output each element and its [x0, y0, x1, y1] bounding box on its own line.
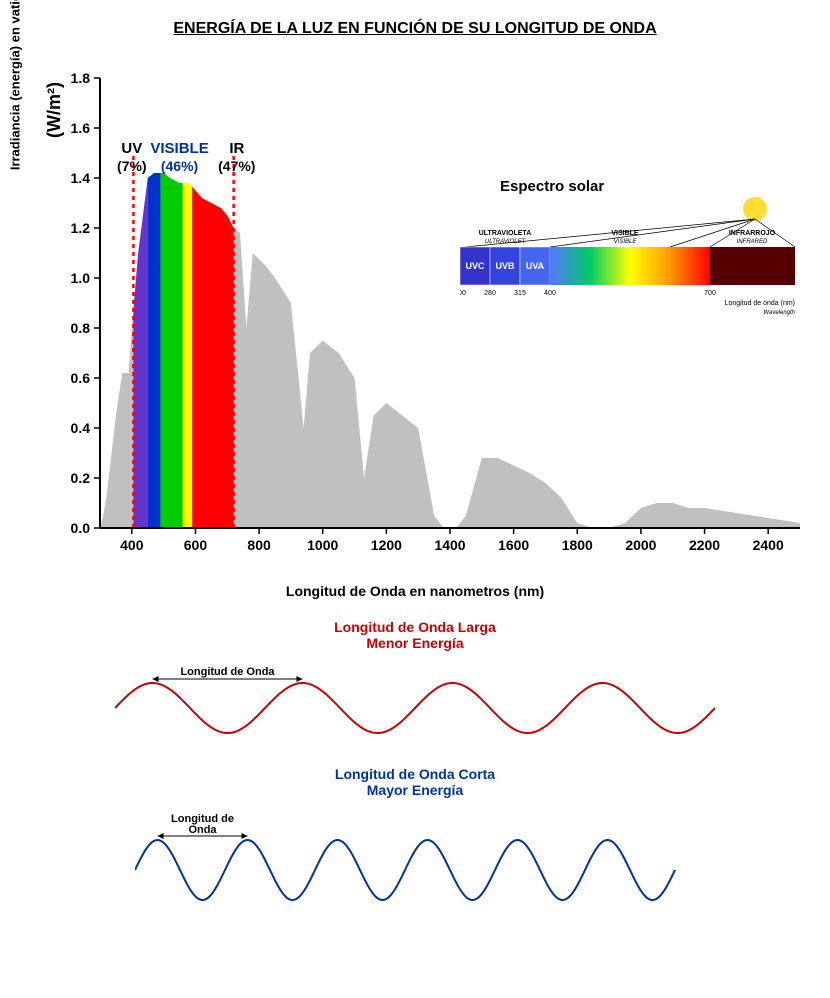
- svg-text:UVA: UVA: [526, 261, 545, 271]
- inset-svg: ULTRAVIOLETA ULTRAVIOLET VISIBLE VISIBLE INF…: [460, 197, 800, 327]
- svg-text:280: 280: [484, 290, 496, 297]
- svg-text:600: 600: [184, 537, 208, 553]
- svg-text:Longitud de onda (nm): Longitud de onda (nm): [725, 300, 795, 307]
- svg-text:INFRARROJO: INFRARROJO: [729, 230, 776, 237]
- short-wave-svg: Longitud deOnda: [135, 798, 695, 908]
- svg-text:1000: 1000: [307, 537, 338, 553]
- long-wave-title2: Menor Energía: [10, 635, 820, 651]
- svg-text:VISIBLE: VISIBLE: [614, 239, 638, 245]
- svg-text:UVC: UVC: [465, 261, 485, 271]
- svg-text:400: 400: [120, 537, 144, 553]
- inset-title: Espectro solar: [460, 178, 800, 195]
- svg-text:1200: 1200: [371, 537, 402, 553]
- svg-text:100: 100: [460, 290, 466, 297]
- svg-text:1400: 1400: [434, 537, 465, 553]
- svg-text:Onda: Onda: [188, 824, 217, 836]
- svg-text:315: 315: [514, 290, 526, 297]
- svg-text:UVB: UVB: [495, 261, 515, 271]
- long-wave-section: Longitud de Onda Larga Menor Energía Lon…: [10, 619, 820, 746]
- svg-text:(47%): (47%): [218, 158, 255, 174]
- svg-text:1.2: 1.2: [71, 220, 91, 236]
- svg-text:IR: IR: [229, 140, 244, 157]
- svg-text:2000: 2000: [625, 537, 656, 553]
- svg-text:UV: UV: [121, 140, 142, 157]
- svg-text:0.6: 0.6: [71, 370, 91, 386]
- short-wave-title1: Longitud de Onda Corta: [10, 766, 820, 782]
- short-wave-title2: Mayor Energía: [10, 782, 820, 798]
- svg-text:0.0: 0.0: [71, 520, 91, 536]
- svg-text:ULTRAVIOLETA: ULTRAVIOLETA: [479, 230, 532, 237]
- svg-text:400: 400: [544, 290, 556, 297]
- svg-text:1.4: 1.4: [71, 170, 91, 186]
- svg-text:1.8: 1.8: [71, 70, 91, 86]
- svg-text:(7%): (7%): [117, 158, 147, 174]
- irradiance-chart: Irradiancia (energía) en vatios por metr…: [20, 58, 820, 578]
- svg-text:(46%): (46%): [161, 158, 198, 174]
- svg-text:(W/m²): (W/m²): [44, 82, 64, 138]
- svg-text:700: 700: [704, 290, 716, 297]
- svg-text:2200: 2200: [689, 537, 720, 553]
- svg-text:1800: 1800: [562, 537, 593, 553]
- short-wave-section: Longitud de Onda Corta Mayor Energía Lon…: [10, 766, 820, 913]
- long-wave-title1: Longitud de Onda Larga: [10, 619, 820, 635]
- svg-text:0.2: 0.2: [71, 470, 91, 486]
- svg-text:800: 800: [247, 537, 271, 553]
- svg-text:1.0: 1.0: [71, 270, 91, 286]
- svg-text:Longitud de Onda: Longitud de Onda: [180, 666, 275, 678]
- svg-text:INFRARED: INFRARED: [737, 239, 768, 245]
- svg-text:1.6: 1.6: [71, 120, 91, 136]
- svg-text:Wavelength: Wavelength: [763, 310, 795, 316]
- y-axis-label: Irradiancia (energía) en vatios por metr…: [8, 0, 23, 170]
- page-title: ENERGÍA DE LA LUZ EN FUNCIÓN DE SU LONGI…: [10, 20, 820, 38]
- svg-text:VISIBLE: VISIBLE: [611, 230, 639, 237]
- svg-text:1600: 1600: [498, 537, 529, 553]
- spectrum-inset: Espectro solar ULTRAVIOLETA ULTRAVIOLET VI…: [460, 178, 800, 332]
- svg-text:VISIBLE: VISIBLE: [150, 140, 208, 157]
- svg-text:0.8: 0.8: [71, 320, 91, 336]
- x-axis-label: Longitud de Onda en nanometros (nm): [10, 583, 820, 599]
- svg-text:ULTRAVIOLET: ULTRAVIOLET: [485, 239, 527, 245]
- svg-text:2400: 2400: [753, 537, 784, 553]
- long-wave-svg: Longitud de Onda: [115, 651, 715, 741]
- svg-text:0.4: 0.4: [71, 420, 91, 436]
